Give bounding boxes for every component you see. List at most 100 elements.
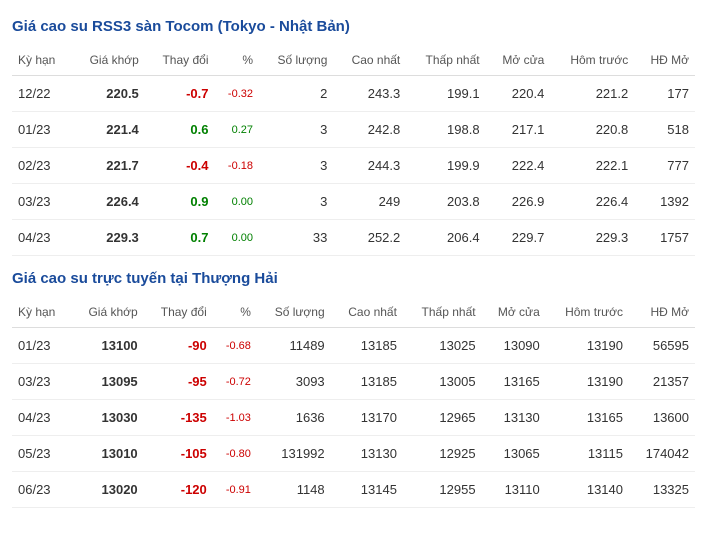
col-prev: Hôm trước (550, 45, 634, 76)
cell-term: 06/23 (12, 472, 71, 508)
cell-prev: 13140 (546, 472, 629, 508)
col-pct: % (214, 45, 259, 76)
cell-price: 13010 (71, 436, 144, 472)
cell-change: -0.4 (145, 148, 215, 184)
cell-term: 04/23 (12, 220, 71, 256)
cell-vol: 3093 (257, 364, 331, 400)
cell-term: 12/22 (12, 76, 71, 112)
cell-oi: 518 (634, 112, 695, 148)
cell-change: 0.7 (145, 220, 215, 256)
cell-prev: 229.3 (550, 220, 634, 256)
cell-pct: -0.68 (213, 328, 257, 364)
table-row: 03/23226.40.90.003249203.8226.9226.41392 (12, 184, 695, 220)
cell-pct: -1.03 (213, 400, 257, 436)
table-row: 05/2313010-105-0.80131992131301292513065… (12, 436, 695, 472)
cell-oi: 177 (634, 76, 695, 112)
cell-price: 220.5 (71, 76, 145, 112)
cell-price: 13100 (71, 328, 144, 364)
cell-price: 226.4 (71, 184, 145, 220)
cell-oi: 21357 (629, 364, 695, 400)
cell-high: 243.3 (333, 76, 406, 112)
cell-oi: 1392 (634, 184, 695, 220)
cell-low: 13025 (403, 328, 482, 364)
cell-term: 04/23 (12, 400, 71, 436)
col-low: Thấp nhất (403, 297, 482, 328)
cell-vol: 2 (259, 76, 333, 112)
cell-vol: 3 (259, 112, 333, 148)
cell-pct: -0.18 (214, 148, 259, 184)
col-pct: % (213, 297, 257, 328)
cell-vol: 33 (259, 220, 333, 256)
col-oi: HĐ Mở (629, 297, 695, 328)
cell-high: 13170 (331, 400, 403, 436)
cell-open: 229.7 (486, 220, 551, 256)
cell-low: 13005 (403, 364, 482, 400)
cell-open: 13065 (482, 436, 546, 472)
cell-prev: 226.4 (550, 184, 634, 220)
cell-term: 03/23 (12, 184, 71, 220)
cell-pct: 0.00 (214, 220, 259, 256)
section-title: Giá cao su trực tuyến tại Thượng Hải (12, 270, 695, 287)
price-table: Kỳ hạnGiá khớpThay đổi%Số lượngCao nhấtT… (12, 297, 695, 508)
cell-low: 198.8 (406, 112, 485, 148)
cell-low: 12965 (403, 400, 482, 436)
cell-price: 229.3 (71, 220, 145, 256)
cell-pct: -0.32 (214, 76, 259, 112)
cell-low: 199.1 (406, 76, 485, 112)
cell-prev: 222.1 (550, 148, 634, 184)
cell-vol: 3 (259, 148, 333, 184)
table-row: 06/2313020-120-0.91114813145129551311013… (12, 472, 695, 508)
cell-vol: 1636 (257, 400, 331, 436)
cell-price: 13030 (71, 400, 144, 436)
price-table: Kỳ hạnGiá khớpThay đổi%Số lượngCao nhấtT… (12, 45, 695, 256)
cell-prev: 13190 (546, 364, 629, 400)
cell-change: -0.7 (145, 76, 215, 112)
table-row: 04/2313030-135-1.031636131701296513130 13… (12, 400, 695, 436)
cell-open: 13165 (482, 364, 546, 400)
cell-pct: 0.00 (214, 184, 259, 220)
cell-oi: 777 (634, 148, 695, 184)
cell-low: 199.9 (406, 148, 485, 184)
cell-prev: 13190 (546, 328, 629, 364)
cell-open: 13130 (482, 400, 546, 436)
table-row: 01/23221.40.60.273242.8198.8217.1220.851… (12, 112, 695, 148)
col-low: Thấp nhất (406, 45, 485, 76)
cell-change: 0.9 (145, 184, 215, 220)
col-term: Kỳ hạn (12, 45, 71, 76)
cell-open: 217.1 (486, 112, 551, 148)
cell-high: 252.2 (333, 220, 406, 256)
cell-low: 12955 (403, 472, 482, 508)
cell-prev: 13115 (546, 436, 629, 472)
cell-change: -120 (144, 472, 213, 508)
cell-oi: 1757 (634, 220, 695, 256)
col-oi: HĐ Mở (634, 45, 695, 76)
cell-change: -135 (144, 400, 213, 436)
cell-term: 05/23 (12, 436, 71, 472)
table-row: 12/22220.5-0.7-0.322243.3199.1220.4221.2… (12, 76, 695, 112)
cell-change: -105 (144, 436, 213, 472)
table-row: 04/23229.30.70.0033252.2206.4229.7229.31… (12, 220, 695, 256)
cell-term: 03/23 (12, 364, 71, 400)
cell-high: 13145 (331, 472, 403, 508)
cell-low: 12925 (403, 436, 482, 472)
cell-vol: 1148 (257, 472, 331, 508)
cell-prev: 220.8 (550, 112, 634, 148)
cell-change: -95 (144, 364, 213, 400)
cell-term: 02/23 (12, 148, 71, 184)
cell-open: 13110 (482, 472, 546, 508)
col-prev: Hôm trước (546, 297, 629, 328)
cell-open: 222.4 (486, 148, 551, 184)
table-row: 03/2313095-95-0.723093131851300513165131… (12, 364, 695, 400)
col-high: Cao nhất (331, 297, 403, 328)
col-high: Cao nhất (333, 45, 406, 76)
cell-prev: 221.2 (550, 76, 634, 112)
section-title: Giá cao su RSS3 sàn Tocom (Tokyo - Nhật … (12, 18, 695, 35)
cell-high: 13185 (331, 364, 403, 400)
col-price: Giá khớp (71, 45, 145, 76)
cell-oi: 13325 (629, 472, 695, 508)
col-open: Mở cửa (482, 297, 546, 328)
cell-price: 13095 (71, 364, 144, 400)
col-term: Kỳ hạn (12, 297, 71, 328)
cell-oi: 13600 (629, 400, 695, 436)
table-row: 02/23221.7-0.4-0.183244.3199.9222.4222.1… (12, 148, 695, 184)
